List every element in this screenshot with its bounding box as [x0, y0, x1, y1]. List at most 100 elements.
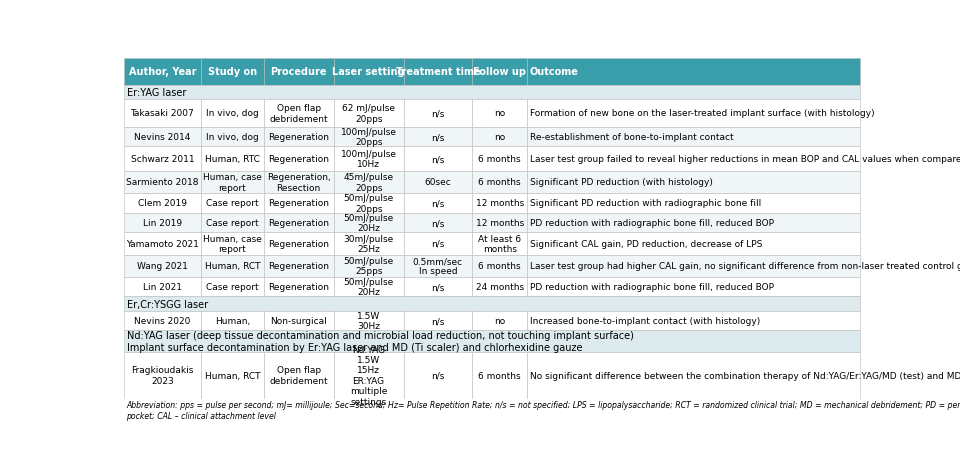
Bar [264, 147, 334, 171]
Text: no: no [494, 317, 505, 326]
Bar [124, 297, 860, 311]
Text: Regeneration: Regeneration [268, 218, 329, 228]
Text: no: no [494, 109, 505, 118]
Bar [264, 100, 334, 128]
Bar [472, 147, 527, 171]
Bar [264, 59, 334, 86]
Bar [124, 311, 201, 331]
Bar [264, 194, 334, 213]
Text: 50mJ/pulse
20Hz: 50mJ/pulse 20Hz [344, 213, 394, 233]
Bar [334, 311, 403, 331]
Bar [472, 59, 527, 86]
Bar [334, 213, 403, 233]
Bar [201, 171, 264, 194]
Text: Lin 2021: Lin 2021 [143, 283, 181, 292]
Text: 45mJ/pulse
20pps: 45mJ/pulse 20pps [344, 173, 394, 192]
Bar [334, 59, 403, 86]
Text: 6 months: 6 months [478, 371, 521, 380]
Text: Laser setting: Laser setting [332, 67, 405, 77]
Bar [403, 278, 472, 297]
Text: PD reduction with radiographic bone fill, reduced BOP: PD reduction with radiographic bone fill… [530, 283, 774, 292]
Text: n/s: n/s [431, 133, 444, 142]
Bar [472, 194, 527, 213]
Text: Procedure: Procedure [271, 67, 327, 77]
Bar [403, 128, 472, 147]
Text: PD reduction with radiographic bone fill, reduced BOP: PD reduction with radiographic bone fill… [530, 218, 774, 228]
Bar [403, 147, 472, 171]
Bar [403, 59, 472, 86]
Bar [264, 278, 334, 297]
Bar [527, 171, 860, 194]
Text: Case report: Case report [206, 283, 258, 292]
Text: Formation of new bone on the laser-treated implant surface (with histology): Formation of new bone on the laser-treat… [530, 109, 875, 118]
Text: 60sec: 60sec [424, 178, 451, 187]
Text: In vivo, dog: In vivo, dog [206, 109, 259, 118]
Text: 100mJ/pulse
20pps: 100mJ/pulse 20pps [341, 128, 396, 147]
Text: 12 months: 12 months [475, 199, 524, 208]
Bar [124, 213, 201, 233]
Bar [124, 147, 201, 171]
Text: Human, case
report: Human, case report [203, 173, 262, 192]
Bar [472, 100, 527, 128]
Text: Er:YAG laser: Er:YAG laser [127, 88, 186, 98]
Text: 12 months: 12 months [475, 218, 524, 228]
Bar [472, 213, 527, 233]
Bar [201, 59, 264, 86]
Bar [472, 255, 527, 278]
Bar [201, 194, 264, 213]
Text: 0.5mm/sec
ln speed: 0.5mm/sec ln speed [413, 257, 463, 276]
Text: Laser test group had higher CAL gain, no significant difference from non-laser t: Laser test group had higher CAL gain, no… [530, 262, 960, 271]
Bar [334, 278, 403, 297]
Text: Er,Cr:YSGG laser: Er,Cr:YSGG laser [127, 299, 207, 309]
Bar [124, 59, 201, 86]
Text: In vivo, dog: In vivo, dog [206, 133, 259, 142]
Bar [124, 399, 860, 422]
Text: 6 months: 6 months [478, 178, 521, 187]
Text: Open flap
debridement: Open flap debridement [270, 366, 328, 385]
Text: Nevins 2020: Nevins 2020 [134, 317, 191, 326]
Text: n/s: n/s [431, 371, 444, 380]
Text: Fragkioudakis
2023: Fragkioudakis 2023 [132, 366, 194, 385]
Text: Study on: Study on [207, 67, 257, 77]
Bar [527, 233, 860, 255]
Text: Human,: Human, [215, 317, 250, 326]
Text: Case report: Case report [206, 199, 258, 208]
Bar [201, 147, 264, 171]
Text: n/s: n/s [431, 283, 444, 292]
Bar [124, 128, 201, 147]
Text: Author, Year: Author, Year [129, 67, 196, 77]
Bar [264, 233, 334, 255]
Text: At least 6
months: At least 6 months [478, 234, 521, 254]
Bar [124, 233, 201, 255]
Bar [403, 311, 472, 331]
Text: Schwarz 2011: Schwarz 2011 [131, 155, 194, 164]
Bar [472, 171, 527, 194]
Bar [264, 171, 334, 194]
Bar [264, 255, 334, 278]
Bar [124, 331, 860, 352]
Text: 50mJ/pulse
25pps: 50mJ/pulse 25pps [344, 257, 394, 276]
Bar [201, 255, 264, 278]
Bar [264, 311, 334, 331]
Bar [527, 100, 860, 128]
Bar [403, 255, 472, 278]
Bar [201, 352, 264, 399]
Text: 100mJ/pulse
10Hz: 100mJ/pulse 10Hz [341, 149, 396, 169]
Bar [334, 171, 403, 194]
Bar [264, 352, 334, 399]
Bar [201, 100, 264, 128]
Bar [403, 213, 472, 233]
Text: Significant PD reduction (with histology): Significant PD reduction (with histology… [530, 178, 712, 187]
Bar [201, 233, 264, 255]
Text: 6 months: 6 months [478, 155, 521, 164]
Bar [527, 194, 860, 213]
Text: Regeneration: Regeneration [268, 199, 329, 208]
Bar [403, 100, 472, 128]
Bar [403, 194, 472, 213]
Text: Open flap
debridement: Open flap debridement [270, 104, 328, 123]
Bar [264, 128, 334, 147]
Text: Regeneration: Regeneration [268, 155, 329, 164]
Text: Lin 2019: Lin 2019 [143, 218, 182, 228]
Text: Non-surgical: Non-surgical [271, 317, 327, 326]
Text: Nd:YAG
1.5W
15Hz
ER:YAG
multiple
settings: Nd:YAG 1.5W 15Hz ER:YAG multiple setting… [350, 345, 387, 406]
